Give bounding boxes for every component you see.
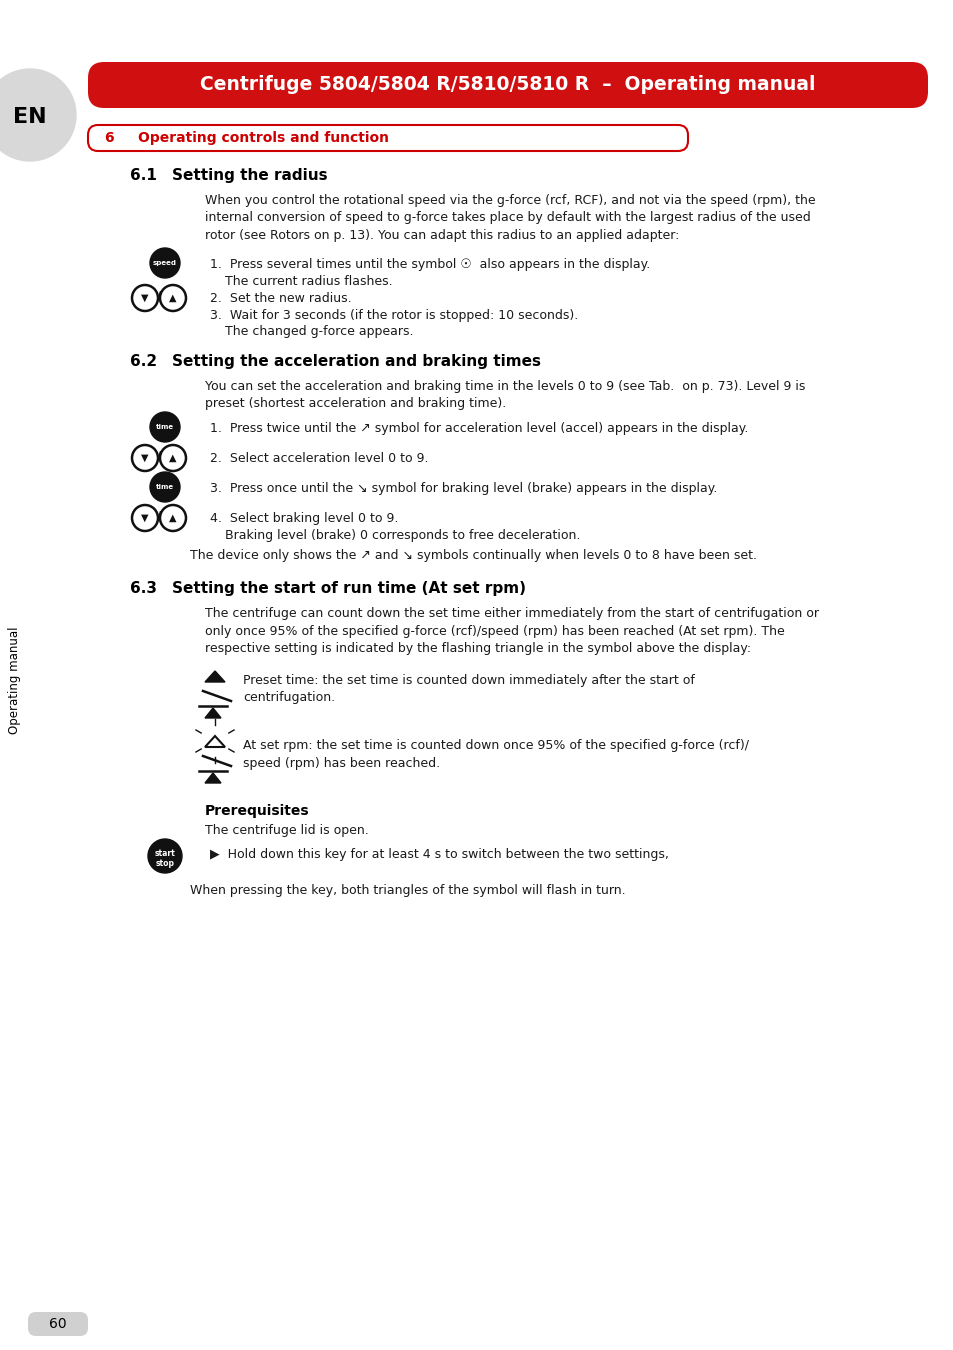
- Text: Setting the start of run time (At set rpm): Setting the start of run time (At set rp…: [172, 580, 525, 595]
- Text: /: /: [156, 451, 161, 467]
- Text: start: start: [154, 849, 175, 857]
- Text: 2.  Select acceleration level 0 to 9.: 2. Select acceleration level 0 to 9.: [210, 452, 428, 464]
- Text: The current radius flashes.: The current radius flashes.: [225, 275, 393, 288]
- Text: ▶  Hold down this key for at least 4 s to switch between the two settings,: ▶ Hold down this key for at least 4 s to…: [210, 848, 668, 861]
- Text: Braking level (brake) 0 corresponds to free deceleration.: Braking level (brake) 0 corresponds to f…: [225, 529, 579, 541]
- Ellipse shape: [148, 838, 182, 873]
- Text: Prerequisites: Prerequisites: [205, 805, 310, 818]
- Polygon shape: [205, 707, 221, 718]
- Text: Operating controls and function: Operating controls and function: [138, 131, 389, 144]
- Text: Setting the radius: Setting the radius: [172, 167, 327, 184]
- Text: 6.2: 6.2: [130, 354, 157, 369]
- Text: 6: 6: [104, 131, 113, 144]
- Text: 6.1: 6.1: [130, 167, 156, 184]
- Text: 1.  Press twice until the ↗ symbol for acceleration level (accel) appears in the: 1. Press twice until the ↗ symbol for ac…: [210, 423, 747, 435]
- FancyBboxPatch shape: [28, 1312, 88, 1336]
- Text: /: /: [156, 292, 161, 306]
- Text: The centrifuge lid is open.: The centrifuge lid is open.: [205, 824, 369, 837]
- Text: Preset time: the set time is counted down immediately after the start of
centrif: Preset time: the set time is counted dow…: [243, 674, 694, 705]
- Ellipse shape: [150, 412, 180, 441]
- Text: ▼: ▼: [141, 293, 149, 302]
- Text: ▲: ▲: [169, 454, 176, 463]
- Text: The device only shows the ↗ and ↘ symbols continually when levels 0 to 8 have be: The device only shows the ↗ and ↘ symbol…: [190, 549, 757, 562]
- Circle shape: [0, 69, 76, 161]
- Text: ▲: ▲: [169, 513, 176, 522]
- Text: stop: stop: [155, 859, 174, 868]
- Text: 6.3: 6.3: [130, 580, 157, 595]
- Text: 3.  Press once until the ↘ symbol for braking level (brake) appears in the displ: 3. Press once until the ↘ symbol for bra…: [210, 482, 717, 495]
- Polygon shape: [205, 671, 225, 682]
- Text: speed: speed: [152, 261, 177, 266]
- Text: 1.  Press several times until the symbol ☉  also appears in the display.: 1. Press several times until the symbol …: [210, 258, 650, 271]
- FancyBboxPatch shape: [88, 62, 927, 108]
- Text: 3.  Wait for 3 seconds (if the rotor is stopped: 10 seconds).: 3. Wait for 3 seconds (if the rotor is s…: [210, 309, 578, 323]
- Text: EN: EN: [13, 107, 47, 127]
- Text: Centrifuge 5804/5804 R/5810/5810 R  –  Operating manual: Centrifuge 5804/5804 R/5810/5810 R – Ope…: [200, 76, 815, 95]
- Text: /: /: [156, 512, 161, 526]
- Text: time: time: [155, 424, 173, 431]
- Text: Operating manual: Operating manual: [9, 626, 22, 734]
- Polygon shape: [205, 774, 221, 783]
- Text: time: time: [155, 485, 173, 490]
- Text: ▲: ▲: [169, 293, 176, 302]
- Text: 2.  Set the new radius.: 2. Set the new radius.: [210, 292, 352, 305]
- Text: At set rpm: the set time is counted down once 95% of the specified g-force (rcf): At set rpm: the set time is counted down…: [243, 738, 748, 769]
- Text: ▼: ▼: [141, 454, 149, 463]
- Text: When you control the rotational speed via the g-force (rcf, RCF), and not via th: When you control the rotational speed vi…: [205, 194, 815, 242]
- Ellipse shape: [150, 248, 180, 278]
- Text: The changed g-force appears.: The changed g-force appears.: [225, 325, 413, 338]
- Text: ▼: ▼: [141, 513, 149, 522]
- Ellipse shape: [150, 472, 180, 502]
- Text: Setting the acceleration and braking times: Setting the acceleration and braking tim…: [172, 354, 540, 369]
- Text: 60: 60: [50, 1318, 67, 1331]
- Text: When pressing the key, both triangles of the symbol will flash in turn.: When pressing the key, both triangles of…: [190, 884, 625, 896]
- Text: The centrifuge can count down the set time either immediately from the start of : The centrifuge can count down the set ti…: [205, 608, 818, 655]
- Text: You can set the acceleration and braking time in the levels 0 to 9 (see Tab.  on: You can set the acceleration and braking…: [205, 379, 804, 410]
- Text: 4.  Select braking level 0 to 9.: 4. Select braking level 0 to 9.: [210, 512, 398, 525]
